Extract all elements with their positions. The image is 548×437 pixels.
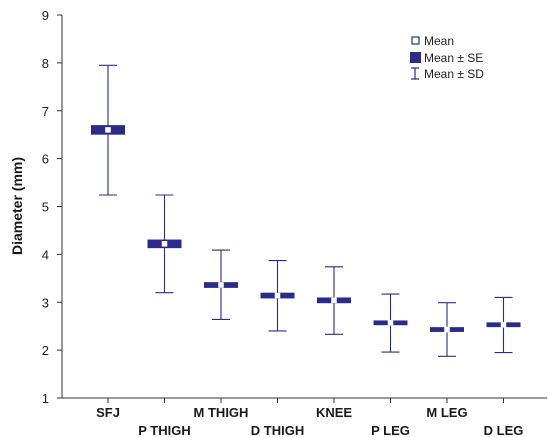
y-tick-label: 8 xyxy=(42,56,49,71)
x-tick-label: SFJ xyxy=(96,405,120,420)
box-series xyxy=(91,64,521,357)
box-sfj xyxy=(91,64,125,196)
mean-marker xyxy=(274,292,281,299)
x-tick-label: KNEE xyxy=(316,405,352,420)
box-d-thigh xyxy=(260,260,295,332)
mean-marker xyxy=(161,241,168,247)
mean-marker xyxy=(500,322,507,328)
x-tick-label: M LEG xyxy=(426,405,467,420)
legend-se-icon xyxy=(410,52,421,63)
mean-marker xyxy=(444,326,450,333)
mean-marker xyxy=(218,282,224,288)
y-tick-label: 9 xyxy=(42,8,49,23)
legend-sd-label: Mean ± SD xyxy=(424,67,484,81)
legend: Mean Mean ± SE Mean ± SD xyxy=(410,34,484,81)
mean-marker xyxy=(331,297,337,304)
y-axis-label: Diameter (mm) xyxy=(9,157,25,255)
y-tick-label: 2 xyxy=(42,343,49,358)
legend-se-label: Mean ± SE xyxy=(424,51,483,65)
y-tick-label: 1 xyxy=(42,391,49,406)
x-tick-label: P LEG xyxy=(371,423,410,437)
legend-sd-icon xyxy=(411,67,419,80)
legend-mean-icon xyxy=(411,36,420,45)
y-tick-label: 4 xyxy=(42,247,49,262)
box-knee xyxy=(317,266,351,335)
x-tick-label: P THIGH xyxy=(138,423,191,437)
y-axis-ticks: 1 2 3 4 5 6 7 8 9 xyxy=(42,8,62,406)
x-tick-label: M THIGH xyxy=(194,405,249,420)
box-d-leg xyxy=(486,296,521,354)
box-m-leg xyxy=(430,302,464,357)
y-tick-label: 3 xyxy=(42,295,49,310)
mean-marker xyxy=(105,127,111,133)
y-tick-label: 5 xyxy=(42,200,49,215)
box-p-thigh xyxy=(147,194,182,294)
x-tick-label: D LEG xyxy=(484,423,524,437)
y-tick-label: 7 xyxy=(42,104,49,119)
x-tick-label: D THIGH xyxy=(251,423,304,437)
mean-marker xyxy=(387,320,394,326)
box-p-leg xyxy=(373,293,408,353)
legend-mean-label: Mean xyxy=(424,34,454,48)
box-m-thigh xyxy=(204,249,238,321)
y-tick-label: 6 xyxy=(42,152,49,167)
